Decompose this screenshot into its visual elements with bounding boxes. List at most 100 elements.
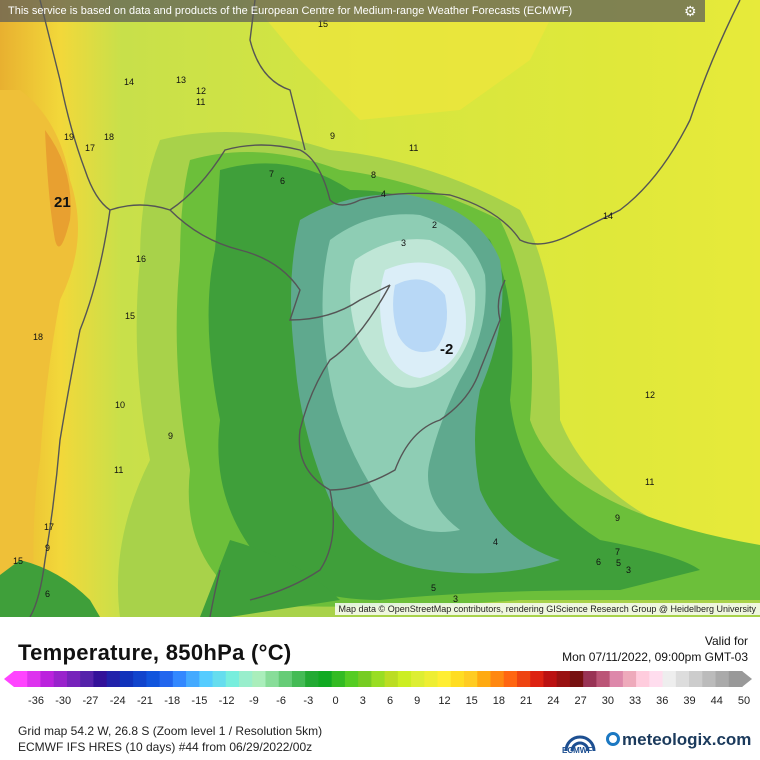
- contour-label: 9: [615, 513, 620, 523]
- color-swatch: [344, 671, 359, 687]
- color-swatch: [66, 671, 81, 687]
- color-swatch: [133, 671, 147, 687]
- color-swatch: [437, 671, 452, 687]
- scale-tick-label: 15: [466, 695, 478, 707]
- color-swatch: [318, 671, 333, 687]
- scale-tick-label: 39: [683, 695, 695, 707]
- scale-tick-label: 0: [332, 695, 338, 707]
- ecmwf-label: ECMWF: [562, 746, 593, 755]
- contour-label: 16: [136, 254, 146, 264]
- ecmwf-logo-icon[interactable]: [562, 728, 598, 758]
- country-borders: [29, 0, 741, 617]
- color-swatch: [424, 671, 439, 687]
- color-swatch: [583, 671, 597, 687]
- contour-label: 21: [54, 194, 71, 211]
- scale-tick-label: 18: [493, 695, 505, 707]
- color-swatch: [225, 671, 240, 687]
- color-scale-bar: -36 -30 -27 -24 -21 -18 -15 -12 -9 -6 -3 0 3 6 9 12 15 18…: [4, 671, 752, 707]
- grid-info: Grid map 54.2 W, 26.8 S (Zoom level 1 / …: [18, 724, 323, 738]
- contour-label: 18: [33, 332, 43, 342]
- contour-label: 11: [114, 465, 123, 475]
- color-swatch: [411, 671, 425, 687]
- color-swatch: [715, 671, 730, 687]
- color-swatch: [397, 671, 412, 687]
- contour-label: 3: [401, 238, 406, 248]
- scale-tick-label: -15: [191, 695, 207, 707]
- model-info: ECMWF IFS HRES (10 days) #44 from 06/29/…: [18, 740, 313, 754]
- contour-label: 11: [645, 477, 654, 487]
- map-attribution: Map data © OpenStreetMap contributors, r…: [334, 603, 760, 615]
- color-swatch: [331, 671, 346, 687]
- color-swatch: [464, 671, 478, 687]
- contour-label: 12: [645, 390, 655, 400]
- scale-tick-label: -24: [110, 695, 126, 707]
- valid-time: Mon 07/11/2022, 09:00pm GMT-03: [562, 650, 748, 664]
- color-swatch: [106, 671, 121, 687]
- contour-label: 13: [176, 75, 186, 85]
- scale-tick-label: -36: [28, 695, 44, 707]
- color-swatch: [702, 671, 717, 687]
- weather-map[interactable]: 15 14 13 12 11 19 18 17 21 16 15 18 10 9…: [0, 0, 760, 617]
- scale-tick-label: -12: [219, 695, 235, 707]
- color-swatch: [450, 671, 465, 687]
- contour-label: 10: [115, 400, 125, 410]
- contour-labels: 15 14 13 12 11 19 18 17 21 16 15 18 10 9…: [13, 19, 655, 604]
- contour-label: 6: [596, 557, 601, 567]
- color-swatch: [305, 671, 319, 687]
- color-swatch: [530, 671, 544, 687]
- contour-label: 2: [432, 220, 437, 230]
- contour-label: 11: [409, 143, 418, 153]
- contour-label: 9: [330, 131, 335, 141]
- scale-tick-label: 24: [547, 695, 559, 707]
- color-swatch: [622, 671, 637, 687]
- contour-label: 19: [64, 132, 74, 142]
- contour-label: 11: [196, 97, 205, 107]
- contour-label: 9: [45, 543, 50, 553]
- contour-label: 15: [13, 556, 23, 566]
- contour-label: 4: [381, 189, 386, 199]
- scale-tick-label: -18: [164, 695, 180, 707]
- color-swatch: [609, 671, 624, 687]
- scale-tick-label: -9: [249, 695, 259, 707]
- meteologix-logo[interactable]: meteologix.com: [606, 730, 751, 750]
- left-arrow: [4, 671, 14, 687]
- scale-tick-label: 50: [738, 695, 750, 707]
- contour-label: 4: [493, 537, 498, 547]
- color-swatch: [80, 671, 94, 687]
- color-swatch: [728, 671, 743, 687]
- color-swatch: [477, 671, 492, 687]
- scale-tick-label: 27: [574, 695, 586, 707]
- gear-icon[interactable]: ⚙: [684, 3, 697, 19]
- contour-label: 3: [453, 594, 458, 604]
- scale-tick-label: 36: [656, 695, 668, 707]
- color-swatch: [371, 671, 386, 687]
- contour-label: -2: [440, 341, 453, 358]
- right-arrow: [742, 671, 752, 687]
- color-swatch: [159, 671, 174, 687]
- contour-label: 6: [280, 176, 285, 186]
- color-swatch: [596, 671, 611, 687]
- color-swatch: [146, 671, 161, 687]
- scale-tick-label: 3: [360, 695, 366, 707]
- color-swatch: [358, 671, 372, 687]
- color-swatch: [675, 671, 690, 687]
- contour-label: 12: [196, 86, 206, 96]
- contour-label: 3: [626, 565, 631, 575]
- contour-label: 6: [45, 589, 50, 599]
- color-swatch: [172, 671, 187, 687]
- brand-name: meteologix.com: [622, 730, 752, 749]
- color-swatch: [186, 671, 200, 687]
- color-swatch: [40, 671, 55, 687]
- contour-label: 14: [603, 211, 613, 221]
- color-swatch: [14, 671, 28, 687]
- contour-label: 7: [615, 547, 620, 557]
- color-swatch: [490, 671, 505, 687]
- meteologix-icon: [606, 732, 620, 746]
- valid-label: Valid for: [704, 634, 748, 648]
- contour-label: 8: [371, 170, 376, 180]
- contour-label: 15: [125, 311, 135, 321]
- contour-label: 18: [104, 132, 114, 142]
- color-swatch: [503, 671, 518, 687]
- contour-label: 7: [269, 169, 274, 179]
- contour-label: 14: [124, 77, 134, 87]
